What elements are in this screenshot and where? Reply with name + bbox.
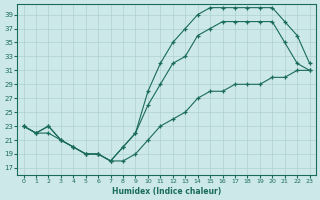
X-axis label: Humidex (Indice chaleur): Humidex (Indice chaleur) <box>112 187 221 196</box>
